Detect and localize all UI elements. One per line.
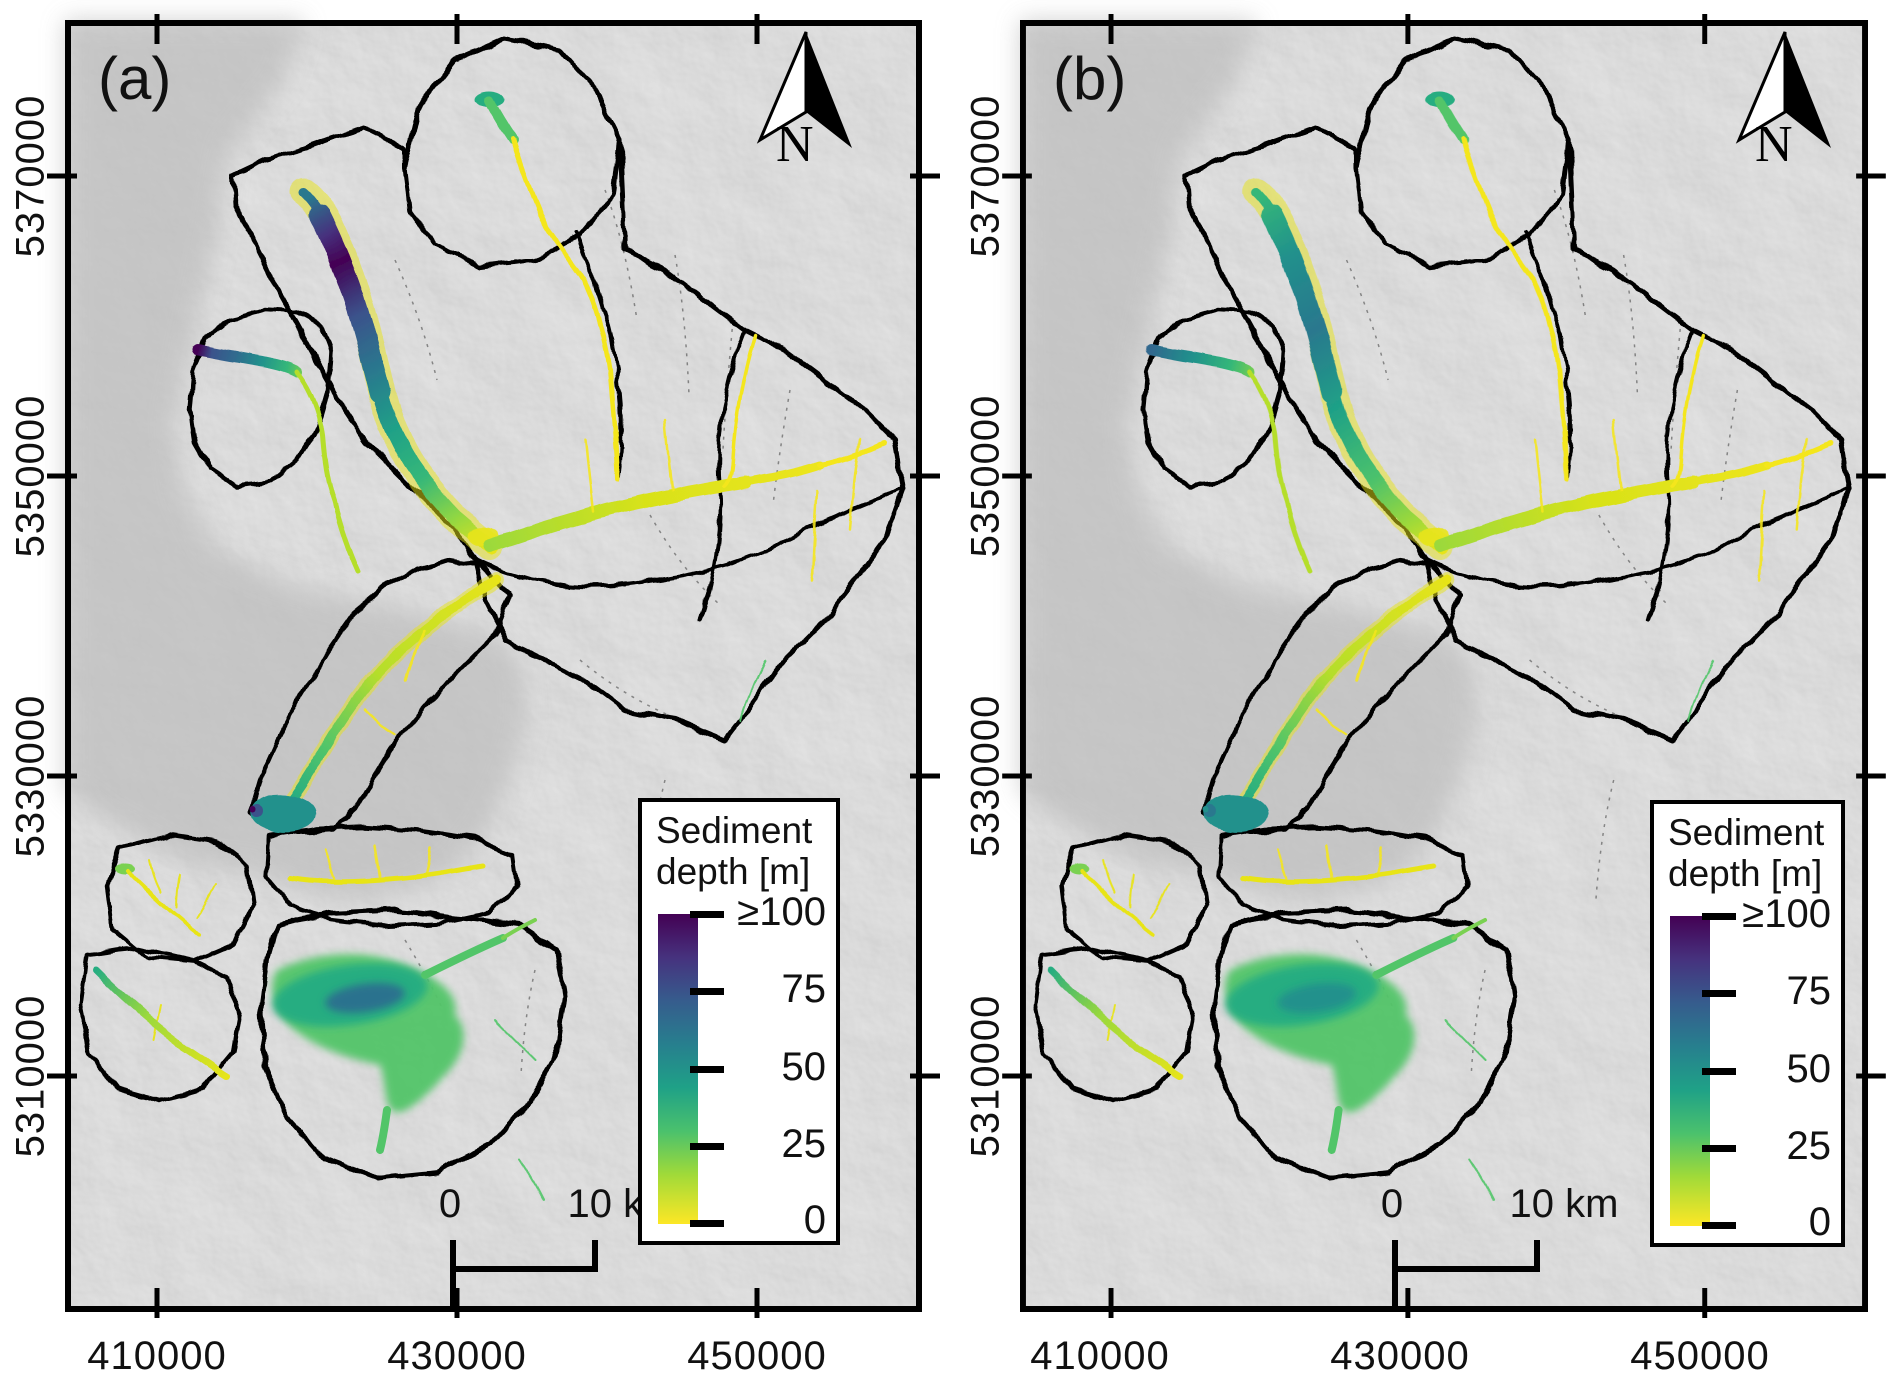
north-arrow: N: [1727, 28, 1847, 173]
legend: Sediment depth [m] ≥100 75 50 25 0: [1650, 800, 1845, 1247]
legend-value: 0: [1808, 1200, 1831, 1244]
legend-tick: [690, 1066, 724, 1073]
y-axis-tick-label: 5310000: [963, 994, 1008, 1158]
legend-value: 75: [781, 967, 827, 1011]
legend: Sediment depth [m] ≥100 75 50 25 0: [638, 798, 840, 1245]
panel-a-label: (a): [98, 45, 172, 112]
legend-tick: [1702, 1222, 1736, 1229]
north-label: N: [776, 116, 814, 173]
y-axis-tick-label: 5350000: [963, 394, 1008, 558]
legend-value: ≥100: [1742, 892, 1831, 936]
x-axis-tick-label: 430000: [387, 1334, 527, 1378]
legend-value: 50: [781, 1045, 827, 1089]
legend-title-line2: depth [m]: [1668, 853, 1823, 895]
legend-value: 75: [1786, 969, 1832, 1013]
legend-tick: [1702, 913, 1736, 920]
north-arrow: N: [748, 28, 868, 173]
axis-ticks-a: [47, 14, 940, 1318]
x-axis-tick-label: 430000: [1330, 1334, 1470, 1378]
legend-value: 50: [1786, 1047, 1832, 1091]
north-arrow-icon: N: [1735, 31, 1831, 173]
map-panel-b: (b) N 5370000 5350000 5330000 5310000 41…: [955, 0, 1892, 1399]
y-axis-tick-label: 5330000: [963, 694, 1008, 858]
panel-b-label: (b): [1053, 45, 1127, 112]
y-axis-tick-label: 5370000: [963, 94, 1008, 258]
x-axis-tick-label: 410000: [87, 1334, 227, 1378]
legend-tick: [690, 911, 724, 918]
map-border: [65, 20, 922, 1312]
map-border: [1020, 20, 1868, 1312]
legend-value: ≥100: [737, 890, 826, 934]
legend-tick: [690, 988, 724, 995]
y-axis-tick-label: 5330000: [8, 694, 53, 858]
legend-tick: [1702, 990, 1736, 997]
legend-tick: [1702, 1145, 1736, 1152]
x-axis-tick-label: 410000: [1030, 1334, 1170, 1378]
y-axis-tick-label: 5310000: [8, 994, 53, 1158]
map-a-svg: [47, 14, 940, 1318]
legend-value: 0: [803, 1198, 826, 1242]
y-axis-tick-label: 5350000: [8, 394, 53, 558]
legend-value: 25: [781, 1122, 827, 1166]
map-panel-a: (a) N 5370000 5350000 5330000 5310000 41…: [8, 14, 940, 1378]
legend-tick: [690, 1143, 724, 1150]
axis-ticks-b: [1002, 14, 1886, 1318]
x-axis-tick-label: 450000: [687, 1334, 827, 1378]
north-label: N: [1755, 116, 1793, 173]
legend-title: Sediment depth [m]: [1668, 812, 1824, 895]
x-axis-tick-label: 450000: [1630, 1334, 1770, 1378]
legend-title: Sediment depth [m]: [656, 810, 812, 893]
legend-tick: [1702, 1068, 1736, 1075]
legend-title-line2: depth [m]: [656, 851, 811, 893]
legend-tick: [690, 1220, 724, 1227]
legend-title-line1: Sediment: [1668, 812, 1825, 853]
legend-value: 25: [1786, 1124, 1832, 1168]
y-axis-tick-label: 5370000: [8, 94, 53, 258]
map-canvas-a: [47, 14, 940, 1318]
legend-title-line1: Sediment: [656, 810, 813, 851]
north-arrow-icon: N: [756, 31, 852, 173]
